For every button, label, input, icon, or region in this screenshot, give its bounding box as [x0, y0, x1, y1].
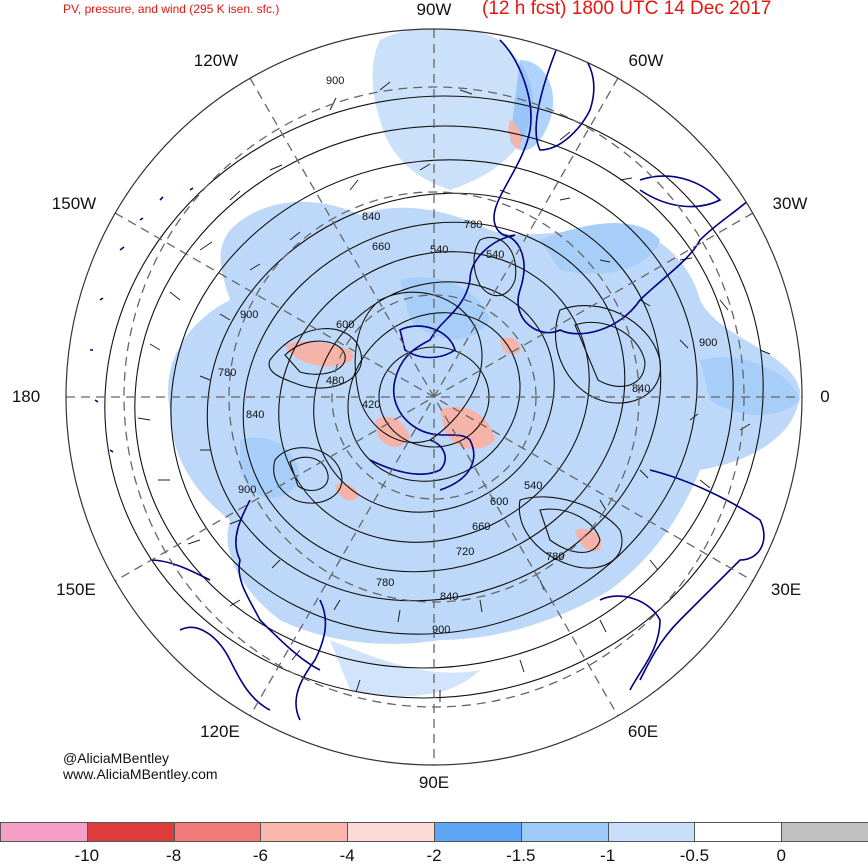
- contour-label-group: 900 840 780 660 600 540 480 420 900 840 …: [218, 75, 717, 636]
- colorbar-swatch: [0, 822, 88, 842]
- lon-label-150e: 150E: [56, 580, 96, 599]
- contour-label: 900: [326, 75, 344, 87]
- colorbar-swatch: [173, 822, 262, 842]
- colorbar-tick-label: -1.5: [506, 846, 536, 865]
- contour-label: 780: [376, 577, 394, 589]
- lon-label-90e: 90E: [418, 773, 450, 792]
- colorbar-swatch: [781, 822, 868, 842]
- map-boundary: [65, 28, 803, 766]
- contour-label: 540: [524, 480, 542, 492]
- credit-website: www.AliciaMBentley.com: [63, 766, 218, 782]
- lon-label-0: 0: [820, 387, 830, 406]
- lon-label-60e: 60E: [627, 722, 659, 741]
- contour-label: 840: [440, 591, 458, 603]
- lat-lon-grid: [66, 29, 802, 765]
- colorbar-swatch: [694, 822, 783, 842]
- colorbar-swatch: [520, 822, 609, 842]
- contour-label: 540: [486, 249, 504, 261]
- colorbar-tick-label: -0.5: [679, 846, 710, 865]
- lon-label-90w: 90W: [416, 0, 452, 19]
- contour-label: 720: [456, 546, 474, 558]
- contour-label: 780: [546, 551, 564, 563]
- coastlines: [90, 39, 765, 721]
- colorbar-swatch: [260, 822, 349, 842]
- colorbar-tick-label: -1: [600, 846, 616, 865]
- contour-label: 420: [362, 399, 380, 411]
- lon-label-180: 180: [11, 387, 41, 406]
- map-subtitle: PV, pressure, and wind (295 K isen. sfc.…: [63, 2, 280, 16]
- contour-label: 480: [326, 375, 344, 387]
- contour-label: 840: [632, 383, 650, 395]
- lon-label-60w: 60W: [628, 51, 664, 70]
- contour-label: 780: [218, 367, 236, 379]
- colorbar-tick-label: -4: [339, 846, 355, 865]
- contour-label: 600: [490, 496, 508, 508]
- contour-label: 900: [240, 309, 258, 321]
- contour-label: 840: [362, 211, 380, 223]
- colorbar-tick-label: -2: [426, 846, 442, 865]
- lon-label-120e: 120E: [200, 722, 240, 741]
- colorbar-tick-label: -8: [166, 846, 182, 865]
- map-title: (12 h fcst) 1800 UTC 14 Dec 2017: [482, 0, 772, 19]
- lon-label-150w: 150W: [51, 194, 97, 213]
- contour-label: 660: [472, 521, 490, 533]
- colorbar-swatch: [347, 822, 435, 842]
- colorbar-tick-label: -10: [74, 846, 100, 865]
- contour-label: 780: [464, 219, 482, 231]
- credit-handle: @AliciaMBentley: [63, 750, 170, 766]
- colorbar-tick-label: 0: [776, 846, 786, 865]
- contour-label: 540: [430, 244, 448, 256]
- contour-label: 600: [336, 319, 354, 331]
- lon-label-120w: 120W: [193, 51, 239, 70]
- contour-label: 840: [246, 409, 264, 421]
- colorbar: [0, 822, 868, 844]
- map-content: [66, 29, 802, 765]
- lon-label-30w: 30W: [772, 194, 808, 213]
- lon-label-30e: 30E: [770, 580, 802, 599]
- contour-label: 900: [699, 337, 717, 349]
- contour-label: 900: [238, 484, 256, 496]
- contour-label: 900: [432, 624, 450, 636]
- colorbar-swatch: [433, 822, 522, 842]
- colorbar-tick-label: -6: [252, 846, 268, 865]
- contour-label: 660: [372, 241, 390, 253]
- colorbar-swatch: [86, 822, 175, 842]
- colorbar-swatch: [607, 822, 696, 842]
